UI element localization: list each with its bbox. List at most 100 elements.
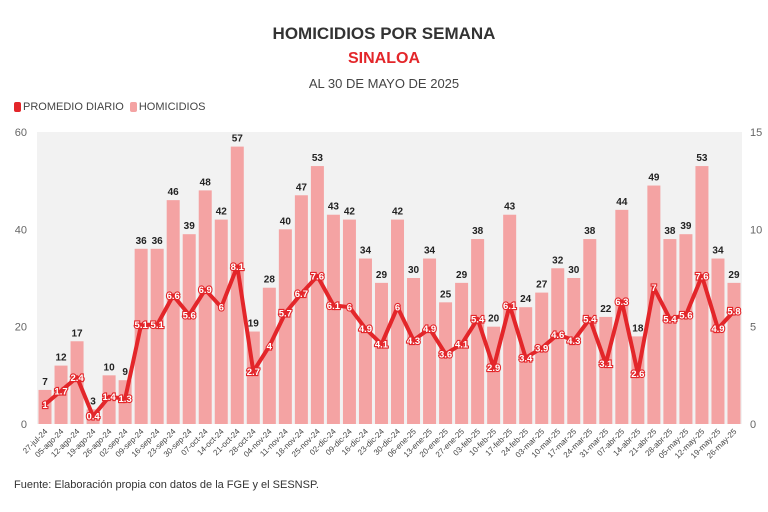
line-series [43, 264, 736, 419]
line-point-label: 4 [267, 342, 273, 353]
line-point-label: 3.1 [599, 359, 613, 370]
bar [663, 239, 677, 424]
bar-label: 29 [456, 270, 468, 281]
bar [358, 258, 372, 424]
bar-label: 22 [600, 304, 612, 315]
bar [294, 195, 308, 424]
bar-label: 48 [200, 177, 212, 188]
bar [711, 258, 725, 424]
bar-label: 29 [728, 270, 740, 281]
bar [342, 219, 356, 424]
bar-label: 27 [536, 280, 548, 291]
y-right-tick-label: 5 [750, 322, 756, 334]
line-point-label: 5.4 [663, 314, 677, 325]
line-point-label: 3.6 [439, 349, 452, 360]
bar-label: 9 [122, 367, 128, 378]
line-point-label: 6.7 [295, 289, 308, 300]
bar [535, 292, 549, 424]
bar [214, 219, 228, 424]
bar [326, 214, 340, 424]
line-point-label: 6.9 [199, 285, 212, 296]
bar-label: 20 [488, 314, 500, 325]
legend: PROMEDIO DIARIO HOMICIDIOS [14, 101, 205, 113]
line-point-label: 5.6 [183, 310, 196, 321]
bar [583, 239, 597, 424]
bar [679, 234, 693, 424]
line-point-label: 4.1 [375, 340, 389, 351]
line-point-label: 5.7 [279, 309, 292, 320]
line-point-label: 2.7 [247, 367, 260, 378]
line-point-label: 5.8 [727, 307, 740, 318]
bar-label: 30 [568, 265, 580, 276]
bar-label: 42 [392, 207, 404, 218]
bar-label: 29 [376, 270, 388, 281]
bar [455, 282, 469, 424]
bar [647, 185, 661, 424]
line-point-label: 4.3 [567, 336, 580, 347]
bar-label: 34 [360, 246, 372, 257]
legend-swatch-icon [129, 102, 137, 113]
line-point-label: 6 [219, 303, 224, 314]
line-point-label: 7.6 [311, 272, 324, 283]
bar-label: 39 [184, 221, 196, 232]
bar [727, 282, 741, 424]
bar [310, 166, 324, 425]
y-left-tick-label: 0 [21, 419, 27, 431]
line-point-label: 2.9 [487, 363, 500, 374]
line-point-label: 5.4 [471, 314, 485, 325]
bar [150, 248, 164, 424]
bar [278, 229, 292, 424]
bar-label: 24 [520, 294, 532, 305]
line-point-label: 5.6 [679, 310, 692, 321]
line-point-label: 4.6 [551, 330, 564, 341]
line-point-label: 4.9 [711, 324, 724, 335]
bar-label: 40 [280, 216, 292, 227]
line-point-label: 4.3 [407, 336, 420, 347]
line-point-label: 6.6 [167, 291, 180, 302]
bar-label: 32 [552, 255, 564, 266]
line-point-label: 4.9 [423, 324, 436, 335]
line-point-label: 5.1 [151, 320, 165, 331]
bar [198, 190, 212, 424]
bar [439, 302, 453, 424]
y-left-tick-label: 40 [15, 224, 27, 236]
bar [230, 146, 244, 424]
line-point-label: 5.1 [135, 320, 149, 331]
line-point-label: 7.6 [695, 272, 708, 283]
bar-label: 57 [232, 134, 244, 145]
bar [487, 326, 501, 424]
bar-label: 36 [136, 236, 148, 247]
bar-label: 44 [616, 197, 628, 208]
bar [182, 234, 196, 424]
bar [407, 278, 421, 424]
bar-label: 36 [152, 236, 164, 247]
bar-label: 53 [312, 153, 324, 164]
bar-label: 19 [248, 319, 260, 330]
bar [423, 258, 437, 424]
bar [599, 316, 613, 424]
bar-label: 10 [104, 362, 116, 373]
line-point-label: 6 [395, 303, 400, 314]
bar-label: 42 [216, 207, 228, 218]
line-point-label: 6.3 [615, 297, 628, 308]
y-right-tick-label: 15 [750, 127, 762, 139]
chart-date: AL 30 DE MAYO DE 2025 [308, 76, 460, 91]
line-point-label: 1 [42, 400, 48, 411]
line-point-label: 3.4 [519, 353, 533, 364]
line-point-label: 6 [347, 303, 352, 314]
bar [134, 248, 148, 424]
line-point-label: 1.7 [54, 386, 67, 397]
bar [567, 278, 581, 424]
source-note: Fuente: Elaboración propia con datos de … [14, 479, 319, 491]
line-point-label: 0.4 [86, 412, 100, 423]
chart-subtitle: SINALOA [348, 50, 420, 67]
bar [54, 365, 68, 424]
bar-label: 3 [90, 396, 96, 407]
bar [503, 214, 517, 424]
line-point-label: 7 [651, 283, 656, 294]
bar-label: 49 [648, 173, 660, 184]
line-point-label: 3.9 [535, 344, 548, 355]
line-point-label: 1.3 [119, 394, 132, 405]
bar-label: 38 [472, 226, 484, 237]
